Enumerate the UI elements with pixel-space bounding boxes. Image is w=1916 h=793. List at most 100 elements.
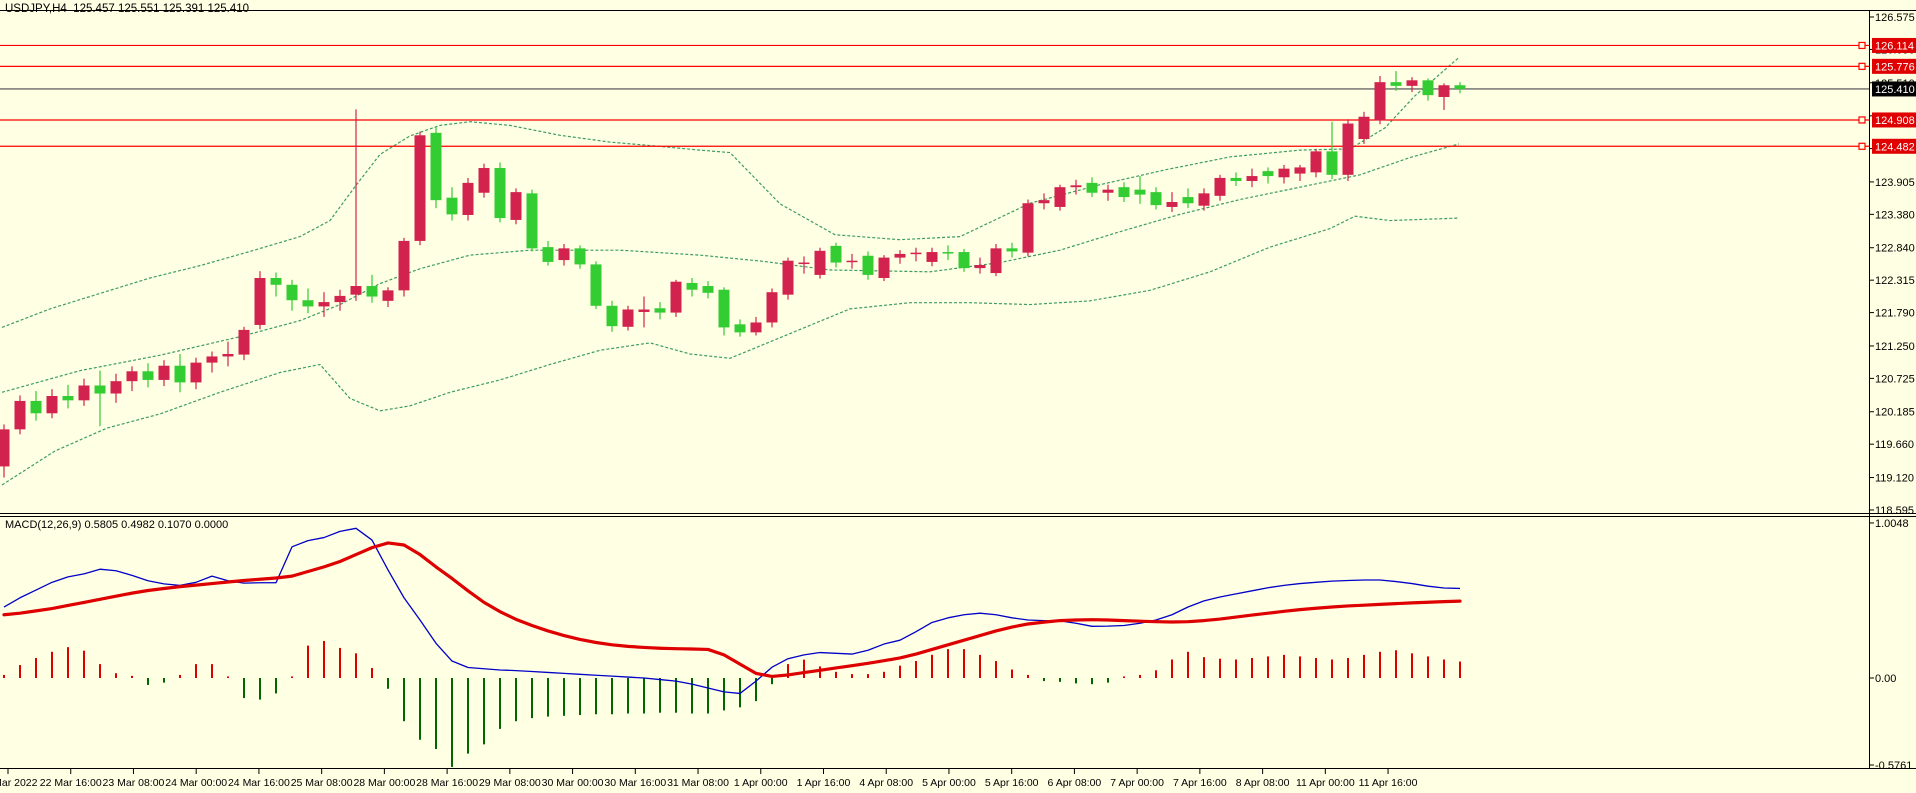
candle — [1198, 188, 1210, 211]
candle — [254, 271, 266, 330]
candle — [990, 244, 1002, 277]
time-tick-label: 28 Mar 16:00 — [416, 777, 478, 789]
candle — [1006, 242, 1018, 258]
time-tick-label: 11 Apr 16:00 — [1359, 777, 1418, 789]
candle — [286, 279, 298, 311]
candle — [1422, 78, 1434, 101]
candle — [14, 395, 26, 435]
candle — [526, 189, 538, 252]
time-tick-label: 24 Mar 16:00 — [228, 777, 290, 789]
candle — [1070, 179, 1082, 195]
time-tick-label: 28 Mar 00:00 — [353, 777, 415, 789]
price-tick-label: 119.660 — [1875, 439, 1914, 451]
candle — [142, 363, 154, 388]
candle — [1134, 176, 1146, 204]
line-drag-handle-icon[interactable] — [1858, 116, 1866, 124]
candle — [862, 251, 874, 280]
candle — [382, 287, 394, 308]
candle — [974, 257, 986, 274]
time-tick-label: 30 Mar 16:00 — [604, 777, 666, 789]
candle — [558, 244, 570, 266]
candle — [958, 248, 970, 272]
price-tick-label: 118.595 — [1875, 505, 1914, 517]
candle — [462, 177, 474, 221]
macd-signal-line — [2, 541, 1462, 679]
time-tick-label: 1 Apr 00:00 — [734, 777, 788, 789]
candle — [846, 253, 858, 269]
candle — [1086, 177, 1098, 198]
candle — [0, 424, 10, 478]
time-tick-label: 23 Mar 08:00 — [103, 777, 165, 789]
candle — [1326, 121, 1338, 180]
price-axis[interactable]: 126.575126.050125.510124.975124.445123.9… — [1869, 12, 1916, 517]
price-tick-label: 120.725 — [1875, 373, 1915, 385]
macd-axis[interactable]: 1.0048 0.00 -0.5761 — [1869, 518, 1912, 772]
candle — [702, 281, 714, 299]
candle — [814, 247, 826, 279]
support-resistance-line[interactable] — [0, 62, 1869, 70]
time-tick-label: 31 Mar 08:00 — [667, 777, 729, 789]
support-resistance-line[interactable] — [0, 41, 1869, 50]
time-tick-label: 24 Mar 00:00 — [165, 777, 227, 789]
candlestick-series — [0, 71, 1466, 478]
price-pane[interactable] — [0, 41, 1869, 486]
candle — [878, 255, 890, 282]
candle — [750, 316, 762, 336]
candle — [398, 237, 410, 297]
time-tick-label: 5 Apr 00:00 — [922, 777, 976, 789]
sr-price-badge: 125.776 — [1872, 58, 1916, 74]
line-drag-handle-icon[interactable] — [1858, 41, 1866, 50]
candle — [910, 247, 922, 262]
svg-text:124.908: 124.908 — [1875, 115, 1915, 127]
support-resistance-line[interactable] — [0, 142, 1869, 150]
time-tick-label: 22 Mar 16:00 — [40, 777, 102, 789]
time-tick-label: 4 Apr 08:00 — [859, 777, 913, 789]
candle — [478, 163, 490, 198]
svg-text:125.776: 125.776 — [1875, 61, 1915, 73]
candle — [1118, 182, 1130, 203]
candle — [574, 245, 586, 269]
macd-histogram — [3, 640, 1461, 767]
macd-line — [3, 527, 1461, 695]
line-drag-handle-icon[interactable] — [1858, 62, 1866, 70]
time-tick-label: 1 Apr 16:00 — [797, 777, 851, 789]
sr-price-badge: 124.908 — [1872, 112, 1916, 128]
time-tick-label: 6 Apr 08:00 — [1048, 777, 1102, 789]
candle — [1342, 119, 1354, 182]
time-tick-label: 7 Apr 00:00 — [1110, 777, 1164, 789]
macd-pane[interactable] — [2, 527, 1462, 767]
candle — [334, 289, 346, 311]
support-resistance-line[interactable] — [0, 116, 1869, 124]
price-tick-label: 121.790 — [1875, 308, 1915, 320]
bollinger-lower-band — [1, 215, 1460, 486]
price-tick-label: 122.315 — [1875, 275, 1915, 287]
candle — [126, 366, 138, 392]
candle — [1294, 164, 1306, 182]
candle — [782, 257, 794, 300]
candle — [1182, 188, 1194, 209]
svg-text:124.482: 124.482 — [1875, 141, 1915, 153]
candle — [270, 272, 282, 297]
price-tick-label: 121.250 — [1875, 341, 1915, 353]
chart-frame — [0, 10, 1916, 769]
candle — [654, 302, 666, 320]
sr-price-badge: 124.482 — [1872, 138, 1916, 154]
candle — [510, 188, 522, 225]
candle — [1438, 83, 1450, 110]
candle — [238, 326, 250, 361]
price-tick-label: 122.840 — [1875, 243, 1915, 255]
candle — [62, 384, 74, 409]
svg-text:125.410: 125.410 — [1875, 84, 1915, 96]
candle — [590, 261, 602, 309]
candle — [318, 292, 330, 317]
candle — [1038, 193, 1050, 210]
line-drag-handle-icon[interactable] — [1858, 142, 1866, 150]
candle — [110, 373, 122, 403]
bollinger-middle-band — [1, 143, 1460, 393]
candle — [1454, 82, 1466, 94]
candle — [1358, 111, 1370, 144]
candle — [158, 360, 170, 387]
